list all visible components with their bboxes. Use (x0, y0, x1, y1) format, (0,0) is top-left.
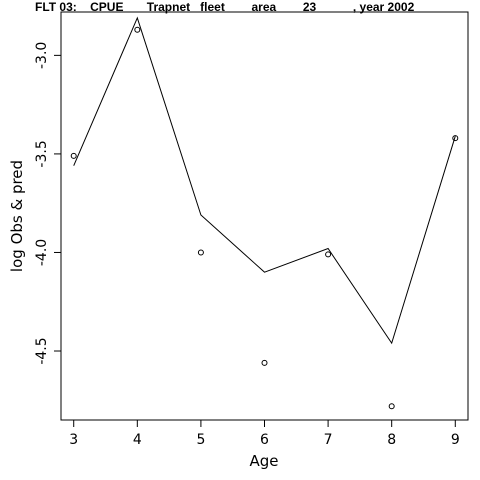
x-tick-label: 9 (451, 432, 460, 448)
x-tick-label: 7 (324, 432, 333, 448)
predicted-line (73, 16, 456, 345)
x-tick-label: 3 (69, 432, 78, 448)
chart-title: FLT 03: CPUE Trapnet fleet area 23 , yea… (35, 0, 415, 14)
observed-point (325, 251, 332, 258)
observed-point (197, 249, 204, 256)
x-tick-label: 6 (260, 432, 269, 448)
x-axis: 3 4 5 6 7 8 9 (69, 420, 460, 448)
x-axis-label: Age (249, 452, 278, 470)
y-axis: -3.0 -3.5 -4.0 -4.5 (34, 42, 61, 365)
observed-point (261, 359, 268, 366)
x-tick-label: 5 (196, 432, 205, 448)
x-tick-label: 4 (133, 432, 142, 448)
y-tick-label: -4.5 (34, 337, 50, 364)
y-tick-label: -3.5 (34, 140, 50, 167)
observed-point (134, 26, 141, 33)
series-layer (70, 16, 459, 410)
y-tick-label: -4.0 (34, 239, 50, 266)
x-tick-label: 8 (387, 432, 396, 448)
plot-frame (60, 11, 469, 421)
observed-point (388, 403, 395, 410)
observed-point (452, 135, 459, 142)
y-tick-label: -3.0 (34, 42, 50, 69)
observed-point (70, 152, 77, 159)
y-axis-label: log Obs & pred (8, 160, 26, 272)
